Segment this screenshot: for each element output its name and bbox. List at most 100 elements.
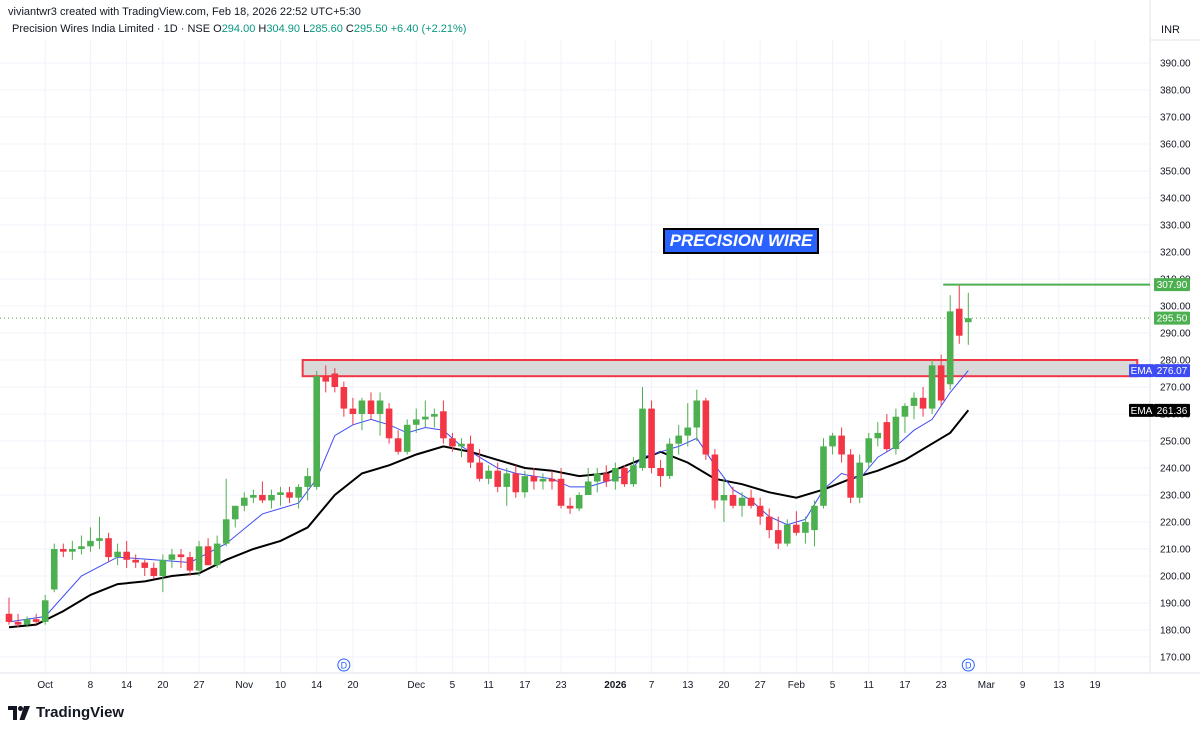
candle-up — [313, 370, 320, 490]
time-tick-label: 23 — [555, 680, 567, 691]
ema-slow-badge: EMA 261.36 — [1129, 403, 1190, 417]
candle-body — [666, 443, 673, 477]
candle-down — [648, 400, 655, 474]
candle-up — [412, 408, 420, 433]
annotation-title[interactable]: PRECISION WIRE — [663, 228, 819, 254]
candle-body — [222, 519, 230, 544]
candle-body — [14, 621, 22, 625]
candle-up — [295, 484, 302, 509]
dividend-marker-icon — [961, 658, 975, 672]
candle-down — [530, 468, 538, 490]
ohlc-open: 294.00 — [221, 23, 256, 35]
dividend-marker-label: D — [341, 661, 348, 671]
price-tick-label: 320.00 — [1160, 248, 1191, 259]
candle-up — [241, 492, 248, 512]
candle-up — [684, 403, 692, 447]
price-tick-label: 220.00 — [1160, 518, 1191, 529]
candle-body — [213, 543, 221, 566]
candle-body — [892, 416, 900, 450]
candle-body — [946, 311, 954, 385]
candle-body — [639, 408, 646, 468]
candle-body — [820, 446, 827, 506]
price-tick-label: 380.00 — [1160, 86, 1191, 97]
candle-body — [612, 468, 619, 482]
candle-down — [331, 368, 339, 393]
badge-label-bg — [1129, 403, 1154, 417]
time-tick-label: 5 — [830, 680, 836, 691]
price-tick-label: 200.00 — [1160, 572, 1191, 583]
candle-up — [946, 295, 954, 390]
tradingview-brand: TradingView — [36, 704, 125, 721]
candle-up — [584, 468, 592, 495]
candle-down — [440, 400, 447, 444]
candle-body — [331, 373, 339, 387]
candle-body — [928, 365, 936, 409]
dividend-marker[interactable]: D — [337, 658, 351, 672]
candle-body — [159, 559, 167, 576]
candle-body — [738, 497, 746, 506]
candle-body — [675, 435, 682, 444]
currency-label[interactable]: INR — [1161, 24, 1180, 36]
candle-down — [919, 387, 927, 417]
time-tick-label: 23 — [936, 680, 948, 691]
candle-up — [720, 478, 728, 522]
ohlc-close-label: C — [345, 23, 354, 35]
candle-body — [865, 438, 873, 463]
candle-up — [87, 527, 94, 552]
candle-down — [657, 459, 664, 487]
candle-body — [811, 505, 818, 531]
candle-body — [847, 454, 854, 498]
dividend-marker[interactable]: D — [961, 658, 975, 672]
badge-value: 261.36 — [1157, 406, 1188, 417]
ema-fast-badge: EMA 276.07 — [1129, 364, 1190, 378]
candle-down — [186, 551, 194, 576]
time-tick-label: 20 — [718, 680, 730, 691]
candles — [5, 284, 972, 628]
candle-down — [60, 543, 67, 558]
time-tick-label: Nov — [235, 680, 253, 691]
candle-down — [512, 465, 520, 498]
candle-body — [711, 454, 719, 501]
candle-body — [78, 546, 85, 549]
candle-body — [720, 495, 728, 501]
candle-down — [621, 465, 628, 487]
candle-up — [41, 594, 49, 625]
candle-up — [521, 470, 529, 498]
candle-body — [250, 495, 257, 498]
candle-body — [955, 308, 963, 336]
candle-up — [503, 468, 511, 506]
candle-down — [603, 465, 610, 487]
time-tick-label: 14 — [121, 680, 133, 691]
candle-up — [675, 424, 682, 455]
candle-body — [458, 443, 465, 447]
candle-down — [765, 508, 773, 539]
candle-body — [856, 462, 863, 498]
candle-body — [729, 495, 737, 506]
price-tick-label: 240.00 — [1160, 464, 1191, 475]
candle-down — [711, 449, 719, 509]
candle-body — [702, 400, 710, 455]
candle-body — [195, 546, 203, 571]
candle-down — [367, 392, 375, 420]
tradingview-logo-icon — [8, 705, 30, 720]
candle-body — [295, 486, 302, 498]
candle-up — [403, 419, 411, 455]
time-tick-label: Feb — [788, 680, 806, 691]
last-price-badge: 295.50 — [1154, 311, 1190, 325]
price-tick-label: 390.00 — [1160, 59, 1191, 70]
candle-up — [23, 616, 31, 628]
time-tick-label: 13 — [1053, 680, 1065, 691]
candle-down — [385, 403, 393, 444]
candle-up — [874, 422, 882, 447]
candle-body — [774, 530, 782, 544]
symbol-line: Precision Wires India Limited · 1D · NSE — [12, 23, 211, 35]
candle-body — [883, 422, 891, 450]
candle-body — [358, 400, 366, 414]
candle-down — [322, 365, 330, 393]
time-tick-label: 7 — [649, 680, 655, 691]
candle-body — [412, 419, 420, 425]
price-tick-label: 340.00 — [1160, 194, 1191, 205]
candle-body — [657, 468, 664, 477]
ohlc-close: 295.50 — [353, 23, 388, 35]
